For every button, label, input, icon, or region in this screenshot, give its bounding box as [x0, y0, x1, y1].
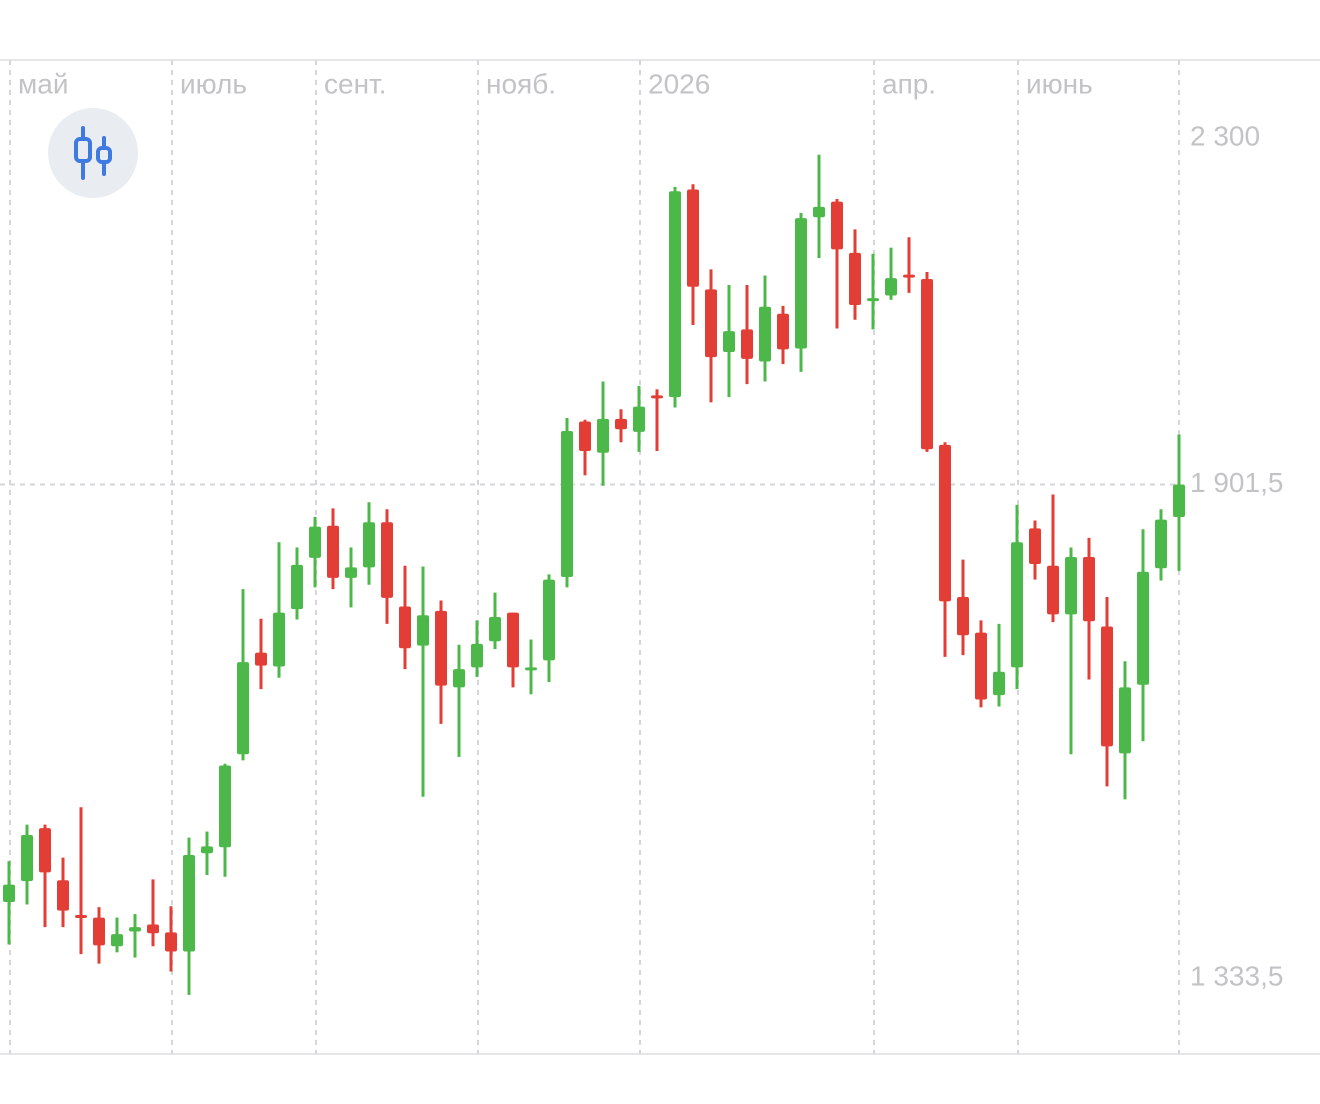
candle-body	[291, 564, 303, 610]
candle-body	[723, 331, 735, 352]
candle-body	[381, 522, 393, 598]
candle-body	[201, 846, 213, 854]
candle-body	[183, 855, 195, 952]
candle-body	[21, 835, 33, 882]
x-tick-label: сент.	[324, 68, 387, 99]
x-tick-label: июнь	[1026, 68, 1093, 99]
candle-body	[849, 252, 861, 306]
candle-body	[1029, 528, 1041, 564]
candle-body	[39, 828, 51, 873]
candle-body	[525, 667, 537, 671]
candle-body	[651, 395, 663, 399]
candle-body	[111, 934, 123, 947]
candle-body	[993, 671, 1005, 696]
chart-type-button[interactable]	[48, 108, 138, 198]
candle-body	[687, 189, 699, 287]
candle-body	[543, 579, 555, 661]
plot	[0, 60, 1185, 1054]
candle-body	[957, 596, 969, 636]
candle-body	[219, 765, 231, 848]
x-tick-label: апр.	[882, 68, 936, 99]
candle-body	[471, 643, 483, 668]
candle-body	[273, 612, 285, 667]
candle-body	[453, 669, 465, 688]
candle-body	[399, 606, 411, 649]
candle-body	[1155, 519, 1167, 569]
candle-body	[777, 313, 789, 350]
candle-body	[309, 526, 321, 558]
candle-body	[705, 289, 717, 358]
candle-body	[93, 917, 105, 946]
candle-body	[129, 927, 141, 932]
x-tick-label: май	[18, 68, 68, 99]
candle-body	[1065, 557, 1077, 615]
candle-body	[75, 914, 87, 918]
x-tick-label: 2026	[648, 68, 710, 99]
candle-body	[921, 278, 933, 450]
candle-body	[165, 932, 177, 952]
candle-body	[327, 525, 339, 578]
candle-body	[363, 522, 375, 568]
candle-body	[237, 662, 249, 755]
candle-body	[345, 567, 357, 578]
candle-body	[831, 201, 843, 250]
candle-body	[255, 652, 267, 666]
candle-body	[597, 418, 609, 453]
candle-body	[903, 274, 915, 278]
x-tick-label: июль	[180, 68, 247, 99]
candle-body	[1137, 571, 1149, 685]
x-tick-label: нояб.	[486, 68, 556, 99]
price-label: 1 901,5	[1190, 467, 1283, 498]
icon	[96, 146, 112, 164]
candle-body	[1083, 557, 1095, 622]
icon	[74, 137, 92, 163]
candle-body	[3, 884, 15, 902]
candle-body	[759, 306, 771, 362]
candle-body	[579, 421, 591, 451]
candle-body	[795, 218, 807, 349]
candle-body	[507, 612, 519, 668]
candle-body	[975, 632, 987, 700]
candle-body	[1101, 626, 1113, 747]
button-bg[interactable]	[48, 108, 138, 198]
candle-body	[669, 191, 681, 398]
candle-body	[741, 329, 753, 359]
candle-body	[1047, 565, 1059, 615]
candle-body	[435, 610, 447, 686]
candle-body	[1173, 484, 1185, 518]
candle-body	[813, 206, 825, 218]
candle-body	[489, 616, 501, 642]
candle-body	[417, 615, 429, 646]
candle-body	[57, 880, 69, 911]
candle-body	[147, 924, 159, 934]
candle-body	[885, 278, 897, 296]
candle-body	[633, 406, 645, 432]
y-tick-label: 2 300	[1190, 121, 1260, 152]
candle-body	[1011, 542, 1023, 668]
candle-body	[1119, 687, 1131, 754]
candle-body	[939, 444, 951, 602]
candle-body	[867, 298, 879, 302]
candle-body	[561, 431, 573, 577]
candle-body	[615, 418, 627, 430]
y-tick-label: 1 333,5	[1190, 960, 1283, 991]
